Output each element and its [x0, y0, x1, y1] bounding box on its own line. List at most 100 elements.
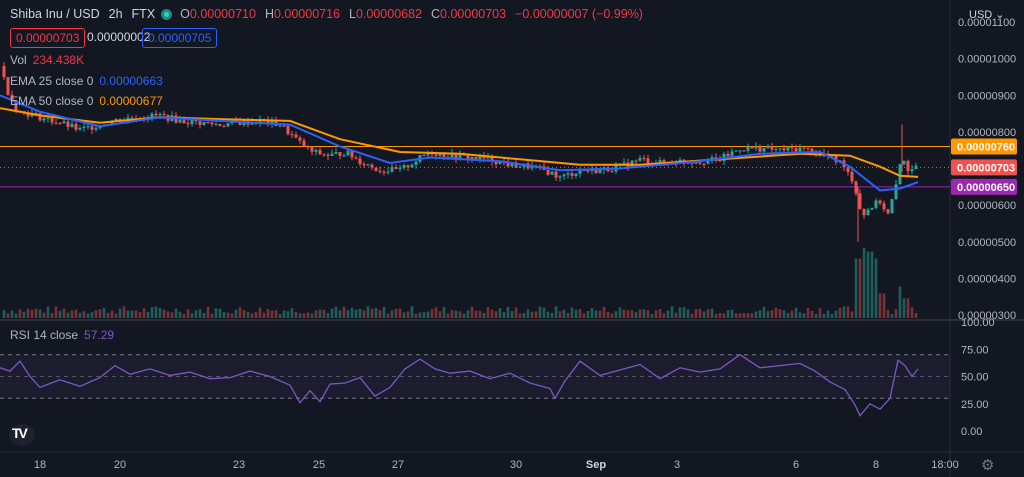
price-tag [951, 138, 1017, 155]
volume-bar [666, 310, 670, 318]
candle-body [434, 154, 438, 156]
time-tick-label: 18 [34, 459, 46, 471]
volume-bar [602, 306, 606, 318]
volume-bar [854, 258, 858, 318]
candle-body [386, 171, 390, 173]
candle-body [322, 154, 326, 156]
time-tick-label: 25 [313, 459, 325, 471]
volume-bar [874, 258, 878, 318]
volume-bar [402, 312, 406, 318]
volume-label: Vol [10, 53, 27, 67]
sell-price-box[interactable]: 0.00000703 [10, 28, 86, 48]
volume-bar [742, 312, 746, 318]
volume-bar [630, 310, 634, 318]
volume-bar [686, 309, 690, 318]
candle-body [314, 150, 318, 152]
volume-bar [206, 306, 210, 318]
candle-body [546, 169, 550, 175]
volume-bar [26, 308, 30, 318]
volume-bar [254, 312, 258, 318]
volume-bar [538, 306, 542, 318]
volume-bar [102, 307, 106, 318]
volume-bar [138, 311, 142, 318]
candle-body [66, 121, 70, 127]
volume-bar [190, 313, 194, 318]
candle-body [182, 119, 186, 124]
volume-legend[interactable]: Vol 234.438K [10, 53, 84, 67]
volume-bar [822, 313, 826, 318]
chevron-down-icon: ⌄ [995, 9, 1005, 21]
volume-bar [270, 310, 274, 318]
volume-bar [62, 308, 66, 318]
volume-bar [714, 313, 718, 318]
candle-body [406, 165, 410, 168]
volume-bar [770, 310, 774, 318]
candle-body [90, 126, 94, 130]
volume-bar [126, 310, 130, 318]
candle-body [414, 161, 418, 165]
ema25-legend[interactable]: EMA 25 close 0 0.00000663 [10, 74, 163, 88]
volume-bar [646, 310, 650, 318]
volume-bar [266, 309, 270, 318]
candle-body [638, 157, 642, 161]
volume-bar [542, 307, 546, 318]
candle-body [358, 158, 362, 165]
symbol-name[interactable]: Shiba Inu / USD [10, 7, 100, 21]
price-tick-label: 0.00000400 [958, 273, 1016, 285]
volume-bar [18, 309, 22, 318]
candle-body [6, 77, 10, 95]
candle-body [370, 164, 374, 168]
volume-bar [634, 312, 638, 318]
candle-body [858, 193, 862, 209]
time-tick-label: Sep [586, 459, 606, 471]
currency-dropdown[interactable]: USD ⌄ [969, 8, 1005, 21]
volume-bar [246, 311, 250, 318]
candle-body [410, 164, 414, 168]
low-label: L [349, 7, 356, 21]
volume-bar [230, 313, 234, 318]
candle-body [470, 156, 474, 160]
candle-body [734, 150, 738, 152]
rsi-legend[interactable]: RSI 14 close 57.29 [10, 328, 114, 342]
candle-body [630, 160, 634, 167]
ema50-legend[interactable]: EMA 50 close 0 0.00000677 [10, 94, 163, 108]
tradingview-logo-icon[interactable]: TV [9, 424, 35, 446]
candle-body [398, 167, 402, 169]
volume-bar [334, 306, 338, 318]
volume-bar [14, 313, 18, 318]
candle-body [658, 160, 662, 164]
volume-bar [238, 307, 242, 318]
candle-body [570, 173, 574, 176]
candle-body [126, 117, 130, 120]
volume-bar [110, 310, 114, 318]
close-value: 0.00000703 [440, 7, 507, 21]
volume-bar [810, 310, 814, 318]
buy-price-box[interactable]: 0.00000705 [142, 28, 218, 48]
candle-body [894, 184, 898, 200]
candle-body [282, 125, 286, 127]
volume-bar [466, 310, 470, 318]
volume-bar [366, 306, 370, 318]
volume-bar [154, 306, 158, 318]
volume-bar [446, 313, 450, 318]
volume-bar [610, 313, 614, 318]
candle-body [394, 167, 398, 169]
candle-body [70, 123, 74, 127]
interval-label[interactable]: 2h [108, 7, 123, 21]
candle-body [478, 156, 482, 160]
price-tick-label: 0.00000900 [958, 90, 1016, 102]
volume-bar [414, 313, 418, 318]
volume-bar [66, 312, 70, 318]
volume-bar [710, 308, 714, 318]
gear-icon[interactable]: ⚙ [981, 457, 995, 474]
candle-body [690, 162, 694, 164]
candle-body [210, 122, 214, 125]
volume-bar [354, 309, 358, 318]
volume-bar [726, 310, 730, 318]
candle-body [270, 120, 274, 124]
candle-body [442, 153, 446, 157]
volume-bar [882, 293, 886, 318]
volume-bar [226, 312, 230, 318]
candle-body [222, 125, 226, 127]
